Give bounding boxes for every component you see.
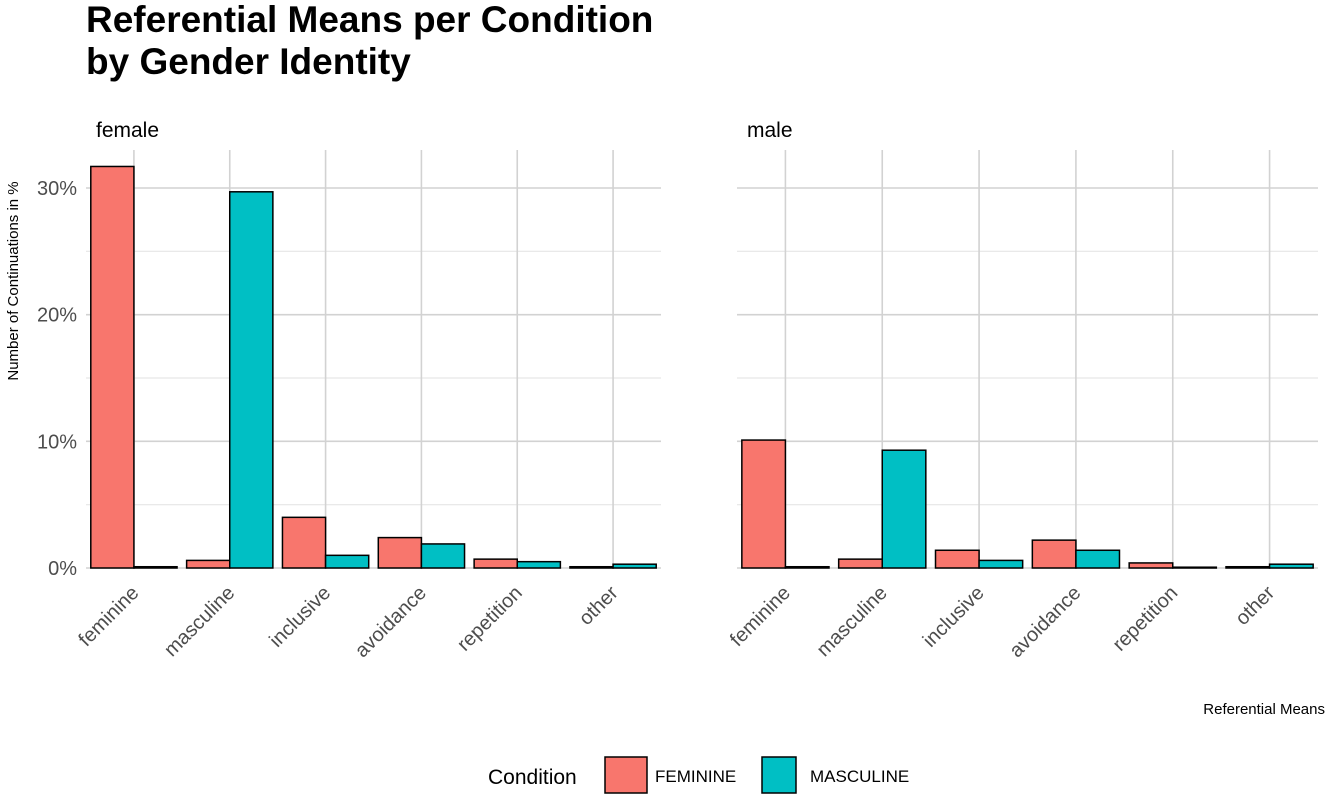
facet-panel-female: female feminine masculine inclusive avoidanc…: [37, 119, 661, 662]
legend-swatch-feminine: [604, 756, 648, 794]
y-tick-label: 0%: [48, 558, 77, 580]
bar-female-feminine-avoidance: [377, 536, 423, 569]
bar-female-masculine-repetition: [516, 560, 562, 569]
x-tick-label-female-inclusive: inclusive: [265, 582, 335, 652]
bar-male-masculine-inclusive: [978, 559, 1024, 569]
chart-title-line-1: Referential Means per Condition: [86, 0, 653, 40]
x-tick-label-female-feminine: feminine: [74, 582, 143, 651]
bar-female-masculine-feminine: [133, 565, 178, 569]
bar-male-masculine-other: [1268, 563, 1314, 569]
x-tick-label-male-other: other: [1231, 582, 1279, 630]
y-tick-label: 10%: [37, 431, 77, 453]
x-tick-label-female-other: other: [575, 582, 623, 630]
y-axis-title: Number of Continuations in %: [5, 181, 22, 380]
legend-label-masculine: MASCULINE: [810, 767, 909, 786]
x-tick-label-male-avoidance: avoidance: [1005, 582, 1085, 662]
bar-male-feminine-masculine: [837, 558, 883, 569]
bar-male-masculine-feminine: [784, 565, 830, 569]
legend: Condition FEMININE MASCULINE: [488, 756, 909, 794]
legend-swatch-masculine: [761, 756, 797, 794]
bar-female-feminine-masculine: [185, 559, 231, 569]
x-tick-label-male-feminine: feminine: [726, 582, 795, 651]
bar-female-feminine-repetition: [473, 558, 518, 569]
bar-male-masculine-masculine: [881, 449, 927, 569]
x-axis-title: Referential Means: [1203, 701, 1325, 718]
chart-title-line-2: by Gender Identity: [86, 41, 411, 82]
x-tick-label-male-repetition: repetition: [1109, 582, 1183, 656]
bar-male-feminine-repetition: [1128, 562, 1174, 569]
bar-female-feminine-other: [569, 565, 614, 569]
bar-female-masculine-masculine: [229, 191, 274, 569]
bar-male-feminine-feminine: [741, 439, 787, 569]
bar-male-masculine-repetition: [1172, 566, 1218, 569]
facet-label-female: female: [96, 119, 159, 142]
bar-female-masculine-inclusive: [324, 554, 370, 569]
y-tick-label: 30%: [37, 178, 77, 200]
x-tick-label-male-inclusive: inclusive: [919, 582, 989, 652]
legend-label-feminine: FEMININE: [655, 767, 736, 786]
bar-male-feminine-avoidance: [1031, 539, 1077, 569]
legend-title: Condition: [488, 766, 577, 789]
x-tick-label-male-masculine: masculine: [813, 582, 892, 661]
bar-male-masculine-avoidance: [1075, 549, 1121, 569]
x-tick-label-female-repetition: repetition: [453, 582, 527, 656]
facet-panel-male: male feminine masculine inclusive avoidance r…: [726, 119, 1318, 662]
y-tick-label: 20%: [37, 305, 77, 327]
bar-female-masculine-other: [612, 563, 657, 569]
x-tick-label-female-avoidance: avoidance: [351, 582, 431, 662]
bar-male-feminine-inclusive: [934, 549, 980, 569]
bar-female-feminine-inclusive: [281, 516, 327, 569]
bar-female-feminine-feminine: [90, 165, 135, 569]
facet-label-male: male: [747, 119, 793, 142]
x-tick-label-female-masculine: masculine: [160, 582, 239, 661]
bar-male-feminine-other: [1225, 565, 1271, 569]
bar-female-masculine-avoidance: [420, 543, 466, 569]
